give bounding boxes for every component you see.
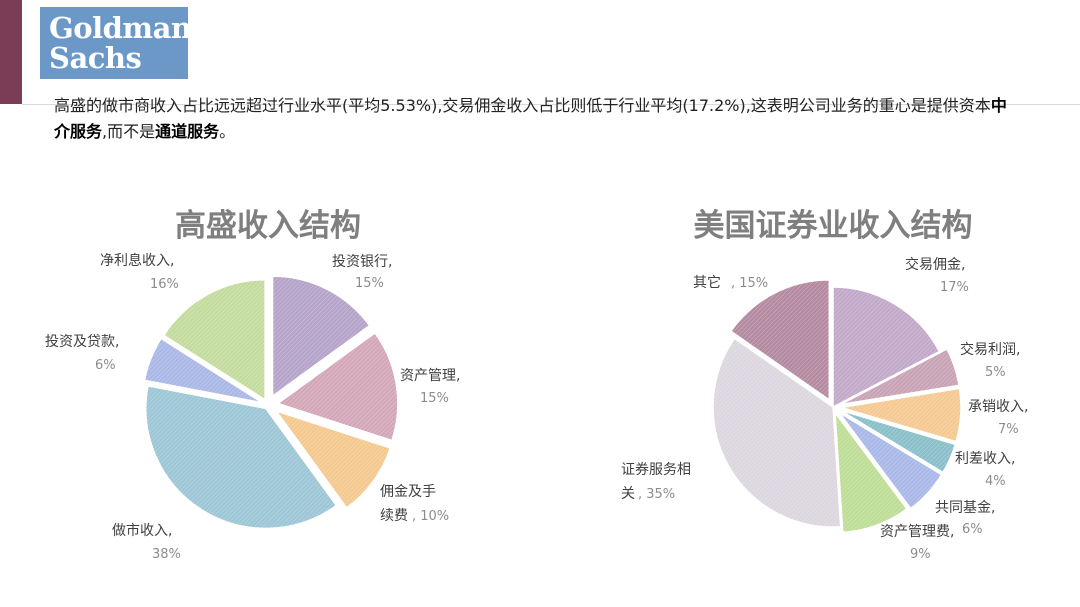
chart-title: 高盛收入结构 [175,208,361,244]
chart-title: 美国证券业收入结构 [694,208,973,244]
desc-part-2: ,而不是 [102,122,156,141]
slice-label: 净利息收入, [100,252,174,269]
logo-line-1: Goldman [49,11,192,45]
desc-bold-2: 通道服务 [155,122,220,141]
slice-percent: 15% [355,276,384,291]
goldman-sachs-logo: Goldman Sachs [40,7,192,79]
desc-part-3: 。 [219,122,236,141]
accent-bar [0,0,22,104]
pie-slice-texture [713,338,841,527]
pie-slice-texture [730,279,830,400]
pie-slice-texture [838,412,942,509]
slice-percent: 16% [150,277,179,292]
pie-slice-texture [835,412,907,533]
slice-percent: 7% [998,422,1019,437]
slice-label: 佣金及手 [380,484,436,500]
description-text: 高盛的做市商收入占比远远超过行业水平(平均5.53%),交易佣金收入占比则低于行… [54,93,1014,145]
slice-label: 做市收入, [112,522,172,539]
slice-label: 证券服务相 [621,462,691,478]
pie-slice-texture [840,388,961,442]
pie-slice-texture [163,279,266,400]
slice-percent: 17% [940,280,969,295]
slice-label: 共同基金, [935,499,995,516]
slice-label: 投资银行, [332,254,392,270]
pie-slice-texture [276,410,391,508]
pie-slice-texture [833,287,940,407]
slice-percent: 15% [420,391,449,406]
pie-slice-texture [840,348,960,405]
slice-label: 资产管理费, [880,524,954,540]
pie-slice-texture [145,385,337,529]
pie-slice-texture [840,410,956,473]
slice-label: 承销收入, [968,399,1028,415]
slice-percent: , 35% [638,487,675,502]
pie-slice-texture [272,276,370,397]
slice-percent: 6% [962,522,983,537]
slice-label: 资产管理, [400,368,460,384]
pie-slice-texture [144,338,263,403]
header-divider [22,104,1080,105]
slice-label: 交易利润, [960,341,1020,358]
slice-percent: 6% [95,358,116,373]
slice-percent: 5% [985,365,1006,380]
slice-percent: , 15% [731,276,768,291]
slice-label: 交易佣金, [905,256,965,273]
slice-label-cont: 关 [621,486,635,502]
pie-slice-texture [277,332,398,441]
slice-percent: , 10% [412,509,449,524]
desc-bold-1: 中介服务 [54,96,1007,141]
slice-label: 其它 [693,274,721,291]
slice-label-cont: 续费 [380,507,408,524]
logo-line-2: Sachs [49,41,142,75]
slice-percent: 38% [152,547,181,562]
slice-label: 投资及贷款, [45,334,119,350]
slice-percent: 4% [985,474,1006,489]
slice-percent: 9% [910,547,931,562]
desc-part-1: 高盛的做市商收入占比远远超过行业水平(平均5.53%),交易佣金收入占比则低于行… [54,96,991,115]
slice-label: 利差收入, [955,451,1015,467]
